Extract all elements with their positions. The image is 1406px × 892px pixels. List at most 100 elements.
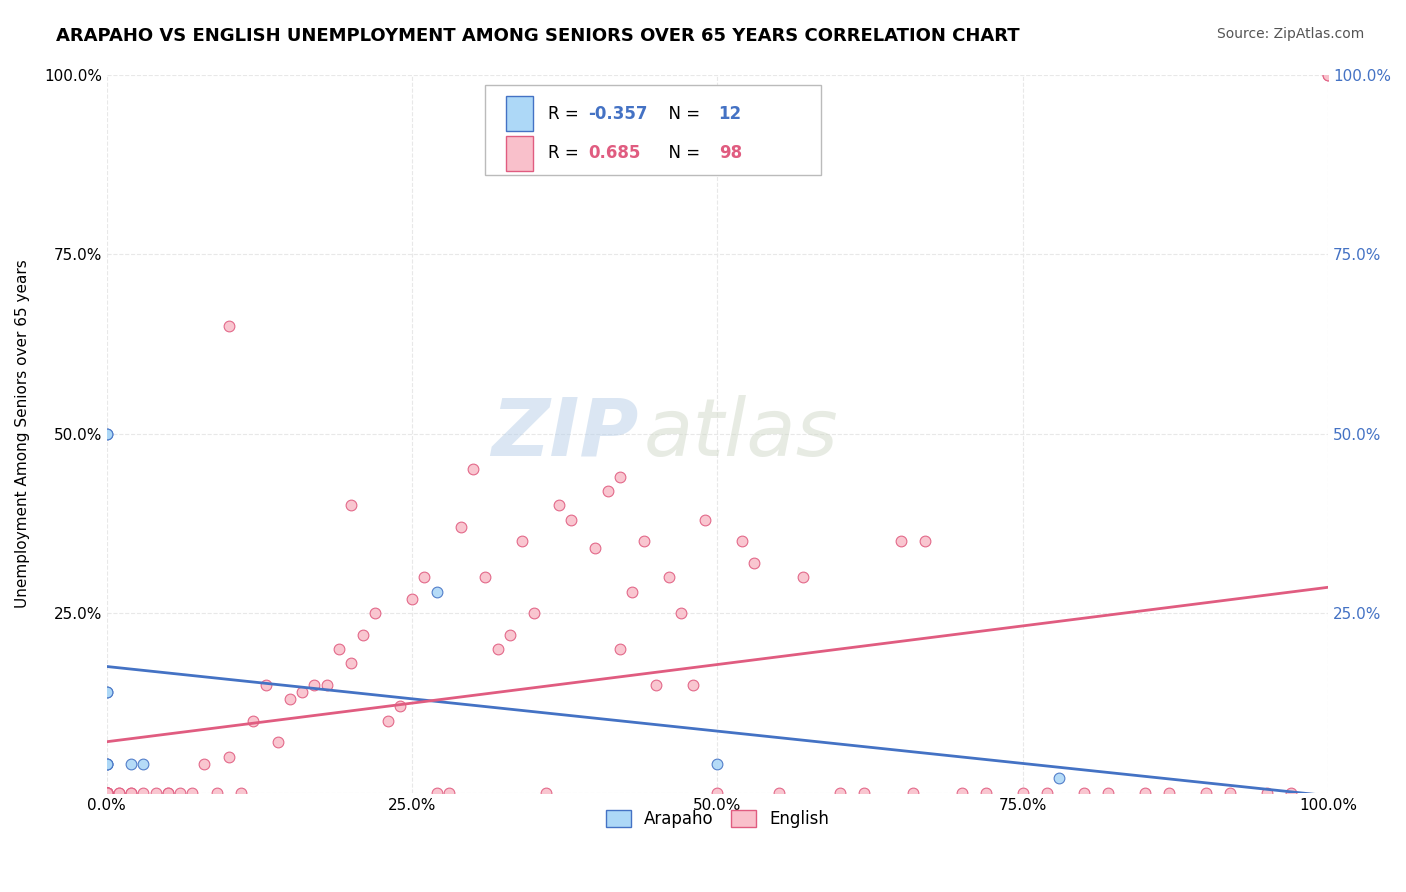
Point [731,534,754,549]
FancyBboxPatch shape [506,136,533,170]
Point [96,786,118,800]
Point [1097,786,1119,800]
Point [1195,786,1218,800]
Point [523,606,546,620]
Point [536,786,558,800]
Point [1159,786,1181,800]
Point [96,786,118,800]
Point [120,786,142,800]
Point [156,786,179,800]
Point [1317,68,1340,82]
Point [413,570,436,584]
Point [1317,68,1340,82]
Point [96,786,118,800]
Text: 0.685: 0.685 [588,145,640,162]
Point [377,714,399,728]
Point [510,534,533,549]
Point [96,756,118,771]
Point [96,786,118,800]
Point [229,786,252,800]
FancyBboxPatch shape [485,86,821,175]
Text: 12: 12 [718,104,742,123]
Point [96,426,118,441]
Point [560,513,582,527]
Point [120,756,142,771]
Point [340,499,363,513]
Point [768,786,790,800]
Point [315,678,337,692]
Point [96,786,118,800]
Point [96,685,118,699]
Point [96,786,118,800]
Point [156,786,179,800]
Text: N =: N = [658,104,704,123]
Point [1281,786,1303,800]
Point [486,642,509,657]
Point [132,786,155,800]
Point [96,786,118,800]
Point [620,584,643,599]
Point [205,786,228,800]
Point [1073,786,1095,800]
Point [96,786,118,800]
Point [96,786,118,800]
Text: Source: ZipAtlas.com: Source: ZipAtlas.com [1216,27,1364,41]
Point [437,786,460,800]
Point [132,756,155,771]
Point [645,678,668,692]
Point [364,606,387,620]
Text: R =: R = [548,104,583,123]
Point [853,786,876,800]
Point [96,786,118,800]
Point [254,678,277,692]
Point [278,692,301,706]
Point [96,786,118,800]
Text: N =: N = [658,145,704,162]
Point [267,735,290,749]
Point [609,469,631,483]
Point [890,534,912,549]
Point [914,534,936,549]
FancyBboxPatch shape [506,96,533,131]
Point [218,749,240,764]
Point [474,570,496,584]
Point [633,534,655,549]
Point [742,556,765,570]
Point [108,786,131,800]
Point [463,462,485,476]
Point [96,786,118,800]
Point [120,786,142,800]
Text: 98: 98 [718,145,742,162]
Point [425,584,447,599]
Point [340,657,363,671]
Point [706,756,728,771]
Point [1011,786,1033,800]
Point [96,786,118,800]
Point [304,678,326,692]
Legend: Arapaho, English: Arapaho, English [599,803,835,835]
Point [950,786,973,800]
Point [96,756,118,771]
Y-axis label: Unemployment Among Seniors over 65 years: Unemployment Among Seniors over 65 years [15,260,30,608]
Point [1256,786,1278,800]
Point [108,786,131,800]
Point [792,570,814,584]
Point [695,513,717,527]
Point [1219,786,1241,800]
Point [1036,786,1059,800]
Point [181,786,204,800]
Point [193,756,215,771]
Point [1049,772,1071,786]
Point [596,483,619,498]
Point [96,426,118,441]
Point [96,786,118,800]
Point [706,786,728,800]
Point [96,786,118,800]
Point [96,786,118,800]
Point [828,786,851,800]
Point [658,570,681,584]
Point [1133,786,1156,800]
Point [96,756,118,771]
Point [96,786,118,800]
Text: ZIP: ZIP [491,394,638,473]
